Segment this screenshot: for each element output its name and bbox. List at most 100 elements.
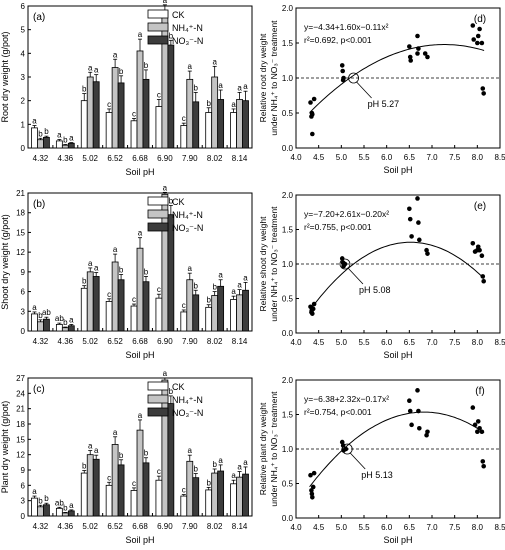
significance-label: b: [82, 277, 87, 286]
y-tick-label: 6: [21, 2, 26, 11]
bar: [205, 489, 213, 517]
x-tick-label: 8.14: [232, 154, 248, 163]
y-tick-label: 1: [21, 120, 26, 129]
legend-swatch: [147, 381, 169, 391]
bar: [236, 99, 243, 149]
significance-label: b: [82, 462, 87, 471]
x-tick-label: 6.0: [381, 523, 393, 532]
bar: [236, 294, 243, 332]
legend-label: CK: [172, 197, 185, 207]
significance-label: a: [88, 442, 93, 451]
y-tick-label: 27: [16, 374, 25, 383]
bar: [86, 454, 94, 517]
significance-label: b: [169, 387, 174, 396]
bar: [92, 458, 100, 517]
data-point: [479, 429, 485, 435]
significance-label: a: [113, 50, 118, 59]
bar: [180, 311, 188, 332]
significance-label: a: [237, 281, 242, 290]
data-point: [310, 306, 316, 312]
data-point: [415, 196, 420, 201]
y-tick-label: 0.5: [282, 295, 294, 304]
significance-label: a: [243, 458, 248, 467]
y-axis-title: Root dry weight (g/pot): [0, 31, 10, 122]
panel-label: (e): [474, 201, 486, 212]
data-point: [407, 206, 412, 212]
y-tick-label: 18: [16, 209, 25, 218]
significance-label: c: [157, 285, 161, 294]
legend-label: NO₃⁻-N: [172, 223, 203, 233]
significance-label: b: [144, 267, 149, 276]
significance-label: ab: [55, 314, 64, 323]
significance-label: a: [138, 30, 143, 39]
legend-swatch: [147, 394, 169, 404]
x-tick-label: 5.0: [336, 338, 348, 347]
significance-label: b: [82, 85, 87, 94]
x-tick-label: 8.0: [472, 153, 484, 162]
significance-label: a: [69, 315, 74, 324]
crossing-label: pH 5.13: [361, 470, 393, 480]
bar: [136, 429, 144, 517]
data-point: [470, 405, 476, 410]
significance-label: a: [94, 264, 99, 273]
x-tick-label: 4.32: [33, 522, 49, 531]
significance-label: a: [57, 130, 62, 139]
significance-label: a: [231, 471, 236, 480]
significance-label: a: [69, 134, 74, 143]
bar: [86, 76, 94, 149]
x-tick-label: 6.68: [132, 154, 148, 163]
legend-label: CK: [172, 10, 185, 20]
bar: [61, 144, 69, 149]
y-tick-label: 0.0: [282, 144, 294, 153]
significance-label: a: [188, 446, 193, 455]
crossing-label: pH 5.27: [368, 99, 400, 109]
x-tick-label: 8.5: [494, 153, 505, 162]
x-tick-label: 7.0: [426, 153, 438, 162]
bar: [217, 285, 225, 332]
data-point: [481, 278, 486, 284]
data-point: [415, 388, 420, 393]
x-tick-label: 6.0: [381, 338, 393, 347]
crossing-leader: [347, 267, 364, 285]
bar: [192, 101, 200, 149]
fit-r2: r²=0.754, p<0.001: [304, 407, 372, 417]
significance-label: a: [218, 456, 223, 465]
y-axis-title: Relative shoot dry weight: [258, 216, 268, 312]
significance-label: a: [231, 100, 236, 109]
data-point: [415, 33, 420, 39]
data-point: [480, 459, 486, 464]
x-tick-label: 4.36: [58, 522, 74, 531]
significance-label: a: [212, 57, 217, 66]
data-point: [425, 54, 430, 60]
data-point: [311, 470, 317, 476]
significance-label: ab: [55, 498, 64, 507]
bar: [117, 279, 125, 332]
bar: [111, 67, 119, 149]
significance-label: a: [32, 487, 37, 496]
significance-label: a: [163, 183, 168, 192]
x-tick-label: 5.0: [336, 523, 348, 532]
data-point: [475, 33, 481, 39]
bar: [142, 462, 150, 517]
significance-label: a: [138, 229, 143, 238]
y-tick-label: 1.5: [282, 226, 294, 235]
data-point: [408, 58, 413, 63]
legend-label: NH₄⁺-N: [172, 210, 203, 220]
significance-label: a: [237, 463, 242, 472]
x-tick-label: 4.0: [290, 338, 302, 347]
fit-r2: r²=0.692, p<0.001: [304, 35, 372, 45]
y-tick-label: 21: [16, 189, 25, 198]
y-tick-label: 1.0: [282, 445, 294, 454]
x-tick-label: 6.68: [132, 522, 148, 531]
significance-label: c: [182, 114, 186, 123]
x-tick-label: 6.52: [107, 337, 123, 346]
y-tick-label: 0.0: [282, 329, 294, 338]
data-point: [311, 301, 317, 307]
significance-label: a: [163, 0, 168, 5]
bar: [155, 479, 163, 517]
significance-label: c: [132, 295, 136, 304]
bar: [105, 112, 113, 149]
legend-label: NH₄⁺-N: [172, 23, 203, 33]
y-tick-label: 18: [16, 420, 25, 429]
significance-label: ab: [42, 308, 51, 317]
